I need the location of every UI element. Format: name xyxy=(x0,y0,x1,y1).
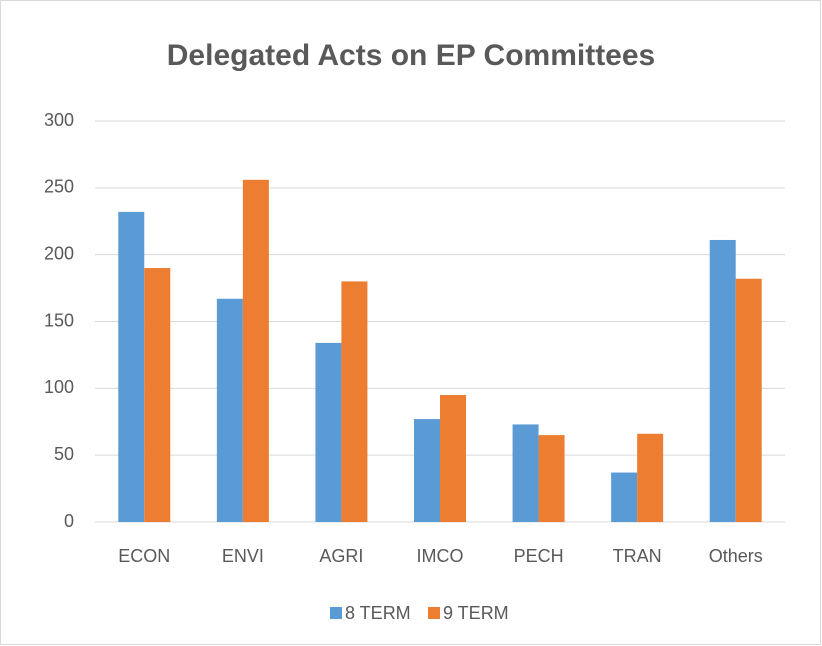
legend-swatch xyxy=(330,607,342,619)
legend-swatch xyxy=(428,607,440,619)
bar xyxy=(216,298,243,522)
y-tick-label: 250 xyxy=(44,177,74,197)
bar xyxy=(440,395,466,522)
y-tick-label: 300 xyxy=(44,110,74,130)
legend-label: 9 TERM xyxy=(443,603,509,623)
y-tick-label: 100 xyxy=(44,377,74,397)
bar xyxy=(512,424,539,522)
x-tick-label: ECON xyxy=(118,546,170,566)
bar xyxy=(242,179,269,522)
y-tick-label: 50 xyxy=(54,444,74,464)
x-tick-label: AGRI xyxy=(319,546,363,566)
x-tick-label: PECH xyxy=(514,546,564,566)
chart-title: Delegated Acts on EP Committees xyxy=(167,39,655,72)
bar xyxy=(538,435,565,522)
bar xyxy=(118,211,145,523)
x-tick-label: ENVI xyxy=(222,546,264,566)
x-tick-label: TRAN xyxy=(613,546,662,566)
legend-label: 8 TERM xyxy=(345,603,411,623)
bar xyxy=(144,268,171,522)
bar xyxy=(341,281,368,522)
x-tick-label: IMCO xyxy=(417,546,464,566)
bar xyxy=(735,278,762,522)
bar xyxy=(315,342,342,522)
bar xyxy=(414,419,440,522)
x-tick-label: Others xyxy=(709,546,763,566)
bar xyxy=(709,239,736,523)
y-tick-label: 150 xyxy=(44,310,74,330)
y-tick-label: 0 xyxy=(64,511,74,531)
bar xyxy=(637,433,664,522)
y-tick-label: 200 xyxy=(44,243,74,263)
bar xyxy=(611,472,638,522)
